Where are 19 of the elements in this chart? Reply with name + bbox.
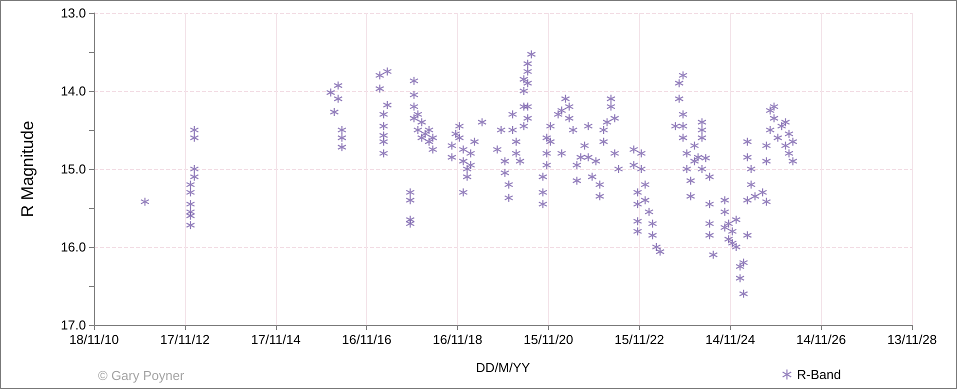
x-tick-label: 15/11/22 [614, 332, 664, 347]
x-tick-label: 17/11/12 [160, 332, 210, 347]
x-tick-label: 17/11/14 [250, 332, 301, 347]
x-tick-label: 18/11/10 [69, 332, 119, 347]
legend-label: R-Band [796, 367, 841, 382]
x-axis-title: DD/M/YY [476, 360, 530, 375]
y-tick-label: 16.0 [60, 240, 86, 254]
x-tick-label: 14/11/26 [796, 332, 846, 347]
y-tick-label: 13.0 [60, 6, 86, 20]
y-axis-title: R Magnitude [18, 120, 37, 218]
y-tick-label: 14.0 [60, 84, 86, 98]
y-tick-label: 17.0 [60, 318, 86, 332]
x-tick-label: 16/11/16 [342, 332, 392, 347]
x-tick-label: 16/11/18 [432, 332, 482, 347]
x-tick-label: 15/11/20 [524, 332, 574, 347]
y-tick-label: 15.0 [60, 162, 86, 176]
x-tick-label: 14/11/24 [705, 332, 756, 347]
text: © Gary Poyner [98, 368, 185, 383]
x-tick-label: 13/11/28 [887, 332, 937, 347]
